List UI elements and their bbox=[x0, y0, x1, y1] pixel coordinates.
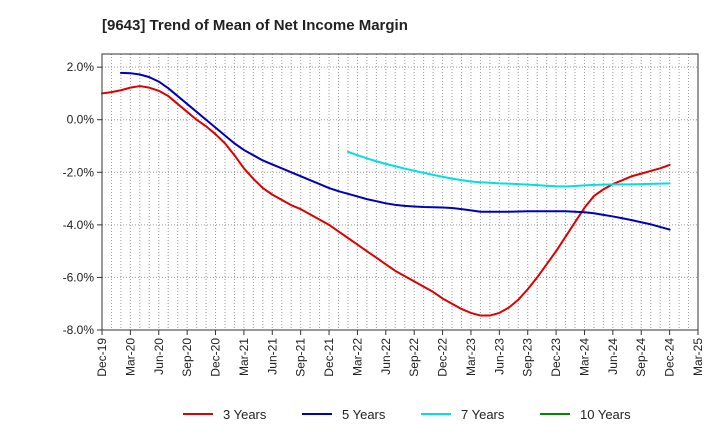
chart-title: [9643] Trend of Mean of Net Income Margi… bbox=[102, 17, 408, 34]
y-tick-label: -4.0% bbox=[63, 218, 95, 232]
legend: 3 Years 5 Years 7 Years 10 Years bbox=[183, 407, 631, 422]
x-tick-label: Dec-23 bbox=[549, 338, 563, 377]
x-tick-label: Mar-25 bbox=[691, 338, 705, 376]
x-tick-label: Sep-20 bbox=[180, 338, 194, 377]
grid bbox=[102, 54, 698, 331]
x-tick-label: Dec-20 bbox=[209, 338, 223, 377]
y-axis-ticks: 2.0% 0.0% -2.0% -4.0% -6.0% -8.0% bbox=[63, 60, 102, 337]
x-tick-label: Sep-24 bbox=[634, 338, 648, 377]
legend-label-5-years: 5 Years bbox=[342, 407, 386, 422]
x-tick-label: Jun-21 bbox=[265, 338, 279, 375]
x-tick-label: Dec-19 bbox=[95, 338, 109, 377]
x-tick-label: Mar-21 bbox=[237, 338, 251, 376]
series-line-5-years bbox=[119, 71, 671, 231]
legend-label-10-years: 10 Years bbox=[580, 407, 631, 422]
x-tick-label: Dec-21 bbox=[322, 338, 336, 377]
y-tick-label: -2.0% bbox=[63, 165, 95, 179]
legend-label-3-years: 3 Years bbox=[223, 407, 267, 422]
x-tick-label: Mar-22 bbox=[350, 338, 364, 376]
legend-label-7-years: 7 Years bbox=[461, 407, 505, 422]
x-tick-label: Mar-23 bbox=[464, 338, 478, 376]
x-tick-label: Jun-22 bbox=[379, 338, 393, 375]
x-tick-label: Jun-24 bbox=[606, 338, 620, 375]
x-tick-label: Mar-20 bbox=[123, 338, 137, 376]
x-tick-label: Sep-23 bbox=[521, 338, 535, 377]
x-tick-label: Dec-24 bbox=[663, 338, 677, 377]
x-tick-label: Jun-20 bbox=[152, 338, 166, 375]
series-line-7-years bbox=[346, 150, 671, 188]
series-line-3-years bbox=[101, 85, 671, 317]
x-tick-label: Dec-22 bbox=[436, 338, 450, 377]
x-axis-ticks: Dec-19 Mar-20 Jun-20 Sep-20 Dec-20 Mar-21 Jun-… bbox=[95, 330, 705, 377]
x-tick-label: Jun-23 bbox=[492, 338, 506, 375]
x-tick-label: Sep-22 bbox=[407, 338, 421, 377]
x-tick-label: Sep-21 bbox=[294, 338, 308, 377]
x-tick-label: Mar-24 bbox=[577, 338, 591, 376]
plot-frame bbox=[101, 53, 699, 331]
y-tick-label: -8.0% bbox=[63, 323, 95, 337]
y-tick-label: -6.0% bbox=[63, 270, 95, 284]
y-tick-label: 0.0% bbox=[67, 113, 95, 127]
y-tick-label: 2.0% bbox=[67, 60, 95, 74]
series-lines bbox=[101, 71, 671, 317]
